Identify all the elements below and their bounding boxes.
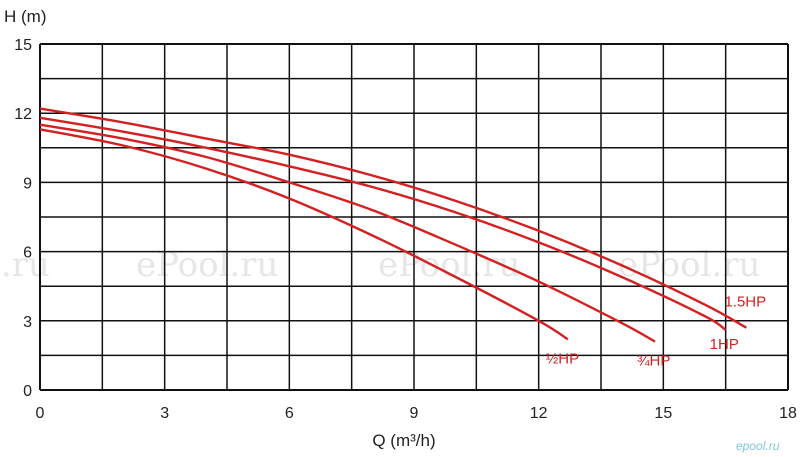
x-tick-label: 3	[160, 405, 169, 422]
y-tick-label: 9	[23, 175, 32, 192]
series-label: 1HP	[710, 336, 739, 353]
x-tick-label: 18	[779, 405, 797, 422]
y-tick-label: 3	[23, 314, 32, 331]
y-tick-label: 15	[14, 37, 32, 54]
y-tick-labels: 0 3 6 9 12 15	[14, 37, 32, 400]
x-tick-label: 12	[530, 405, 548, 422]
grid	[39, 43, 789, 391]
series-layer: ½HP ¾HP 1HP 1.5HP	[39, 107, 766, 370]
x-tick-label: 15	[654, 405, 672, 422]
series-label: ¾HP	[637, 353, 670, 370]
y-tick-label: 6	[23, 245, 32, 262]
x-tick-label: 6	[285, 405, 294, 422]
brand-mark: epool.ru	[736, 439, 780, 453]
series-label: ½HP	[546, 350, 579, 367]
x-tick-label: 9	[410, 405, 419, 422]
x-tick-labels: 0 3 6 9 12 15 18	[36, 405, 797, 422]
x-axis-title: Q (m³/h)	[372, 431, 435, 450]
series-line	[39, 123, 656, 343]
series-line	[39, 107, 747, 329]
series-line	[39, 116, 727, 332]
y-axis-title: H (m)	[4, 7, 46, 26]
series-line	[39, 128, 569, 341]
y-tick-label: 0	[23, 383, 32, 400]
x-tick-label: 0	[36, 405, 45, 422]
series-label: 1.5HP	[724, 294, 766, 311]
y-tick-label: 12	[14, 106, 32, 123]
